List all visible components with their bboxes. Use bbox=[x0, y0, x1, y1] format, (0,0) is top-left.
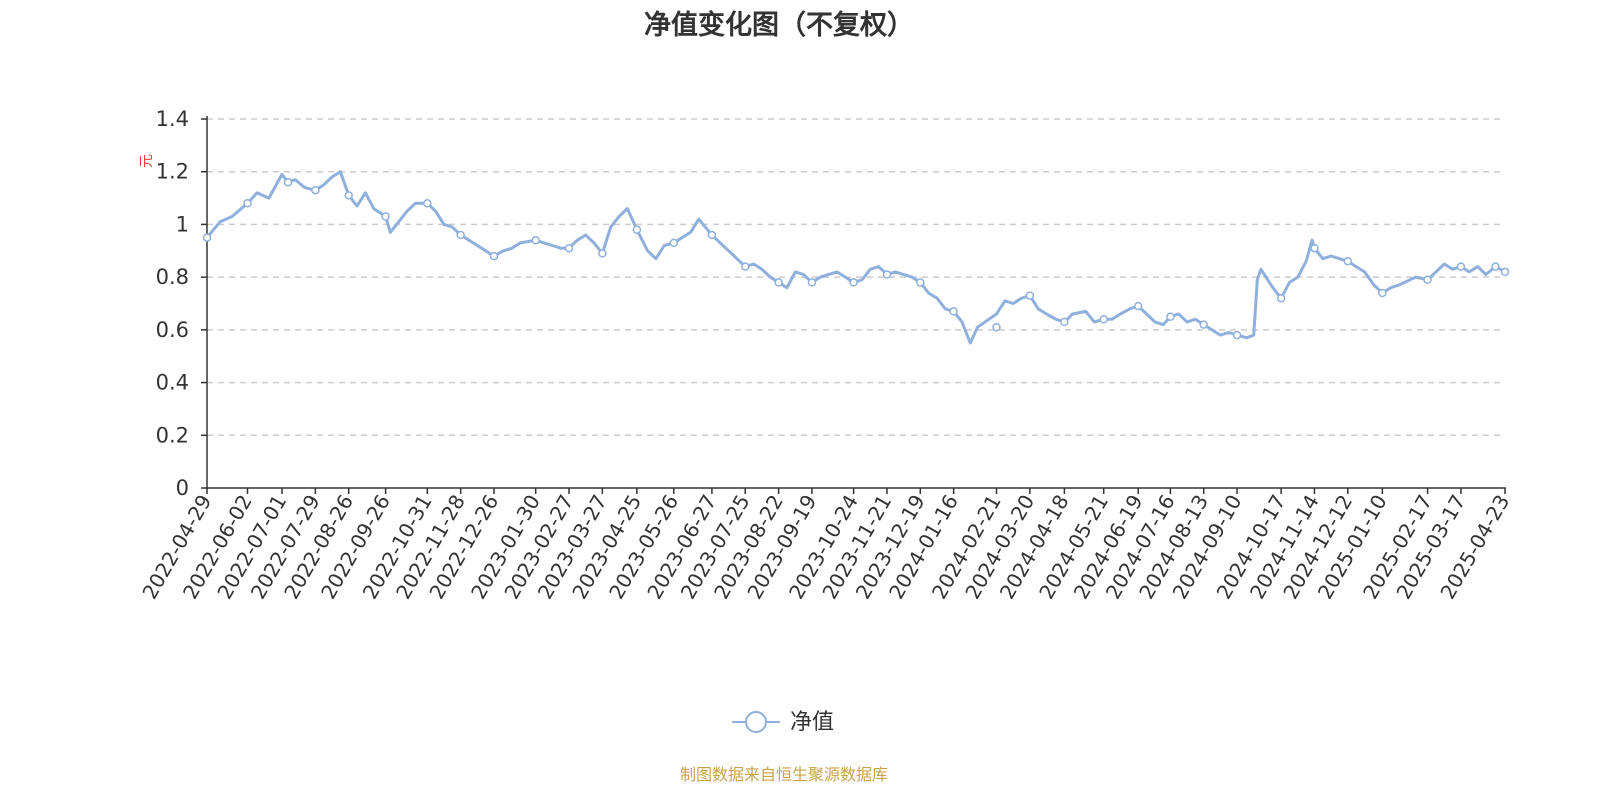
data-point-marker[interactable] bbox=[456, 230, 465, 240]
data-point-marker[interactable] bbox=[1343, 257, 1353, 266]
y-axis-unit-label: 元 bbox=[139, 154, 155, 168]
y-tick-label: 0.6 bbox=[156, 318, 189, 342]
y-tick-label: 0.2 bbox=[156, 423, 189, 447]
y-tick-label: 0 bbox=[176, 476, 189, 500]
data-point-marker[interactable] bbox=[1199, 320, 1208, 329]
y-tick-label: 1 bbox=[176, 212, 189, 236]
legend-marker-icon bbox=[745, 711, 767, 733]
data-point-marker[interactable] bbox=[949, 307, 958, 316]
y-tick-label: 0.8 bbox=[156, 265, 189, 289]
data-point-marker[interactable] bbox=[882, 270, 892, 279]
data-point-marker[interactable] bbox=[564, 243, 574, 253]
data-point-marker[interactable] bbox=[344, 191, 353, 200]
data-point-marker[interactable] bbox=[849, 278, 858, 287]
chart-title: 净值变化图（不复权） bbox=[644, 9, 914, 41]
data-point-marker[interactable] bbox=[1276, 293, 1286, 303]
data-point-marker[interactable] bbox=[1500, 267, 1510, 277]
series-line bbox=[205, 170, 1507, 345]
data-point-marker[interactable] bbox=[243, 199, 252, 208]
y-tick-label: 1.4 bbox=[156, 107, 189, 131]
axes bbox=[206, 116, 1506, 489]
x-axis-ticks: 2022-04-292022-06-022022-07-012022-07-29… bbox=[137, 488, 1514, 603]
grid-lines bbox=[207, 118, 1505, 437]
data-point-marker[interactable] bbox=[1166, 312, 1175, 321]
y-tick-label: 0.4 bbox=[156, 371, 189, 395]
y-axis-ticks: 0 0.2 0.4 0.6 0.8 1 1.2 1.4 bbox=[156, 107, 207, 500]
legend[interactable]: 净值 bbox=[732, 710, 834, 735]
data-point-marker[interactable] bbox=[707, 230, 717, 240]
data-point-marker[interactable] bbox=[916, 278, 925, 287]
data-point-marker[interactable] bbox=[1025, 291, 1035, 300]
data-point-marker[interactable] bbox=[202, 233, 212, 242]
data-point-marker[interactable] bbox=[1378, 288, 1387, 298]
data-point-marker[interactable] bbox=[489, 251, 499, 261]
data-point-marker[interactable] bbox=[1423, 275, 1432, 285]
series-layer bbox=[202, 170, 1510, 345]
data-point-marker[interactable] bbox=[598, 249, 607, 258]
data-point-marker[interactable] bbox=[1099, 315, 1108, 324]
data-point-marker[interactable] bbox=[1133, 301, 1143, 311]
legend-label: 净值 bbox=[790, 710, 834, 735]
source-note: 制图数据来自恒生聚源数据库 bbox=[680, 765, 888, 784]
y-tick-label: 1.2 bbox=[156, 160, 189, 184]
data-point-marker[interactable] bbox=[774, 278, 783, 287]
data-point-marker[interactable] bbox=[381, 212, 390, 221]
data-point-marker[interactable] bbox=[807, 278, 817, 287]
data-point-marker[interactable] bbox=[669, 238, 679, 248]
data-point-marker[interactable] bbox=[1491, 262, 1500, 271]
data-point-marker[interactable] bbox=[741, 262, 750, 271]
data-point-marker[interactable] bbox=[632, 225, 642, 234]
data-point-marker[interactable] bbox=[1060, 317, 1069, 327]
data-point-marker[interactable] bbox=[1232, 330, 1242, 340]
data-point-marker[interactable] bbox=[283, 178, 293, 187]
data-point-marker[interactable] bbox=[423, 199, 432, 208]
data-point-marker[interactable] bbox=[311, 185, 320, 195]
data-point-marker[interactable] bbox=[531, 235, 540, 245]
data-point-marker[interactable] bbox=[1310, 243, 1319, 253]
data-point-marker[interactable] bbox=[1456, 262, 1466, 271]
data-point-marker[interactable] bbox=[992, 322, 1001, 332]
